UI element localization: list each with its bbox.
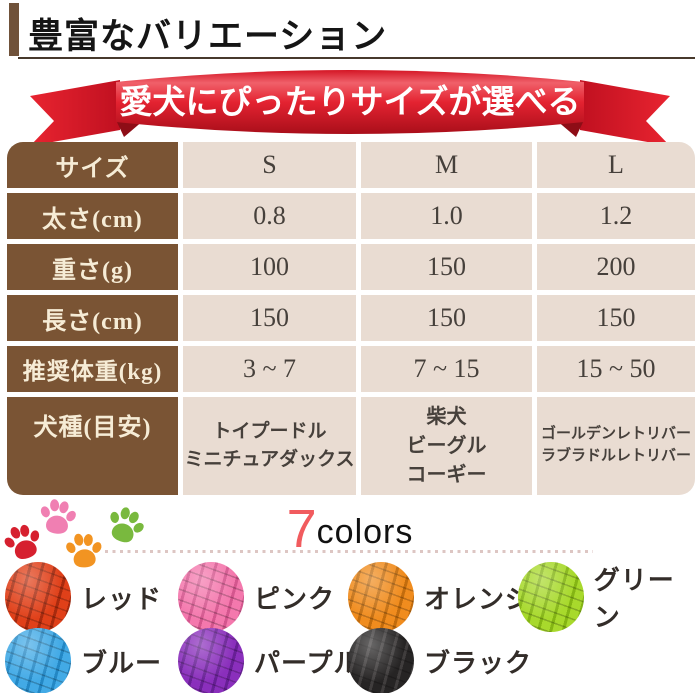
- cell-weight-m: 150: [361, 244, 532, 290]
- cell-thickness-l: 1.2: [537, 193, 695, 239]
- cell-thickness-s: 0.8: [183, 193, 356, 239]
- col-header-l: L: [537, 142, 695, 188]
- colors-word: colors: [316, 513, 414, 551]
- cell-thickness-m: 1.0: [361, 193, 532, 239]
- cell-breeds-s: トイプードル ミニチュアダックス: [183, 397, 356, 495]
- cell-length-m: 150: [361, 295, 532, 341]
- row-label-breeds: 犬種(目安): [7, 397, 178, 495]
- cell-breeds-l: ゴールデンレトリバー ラブラドルレトリバー: [537, 397, 695, 495]
- table-header-size: サイズ: [7, 142, 178, 188]
- colors-heading: 7colors: [0, 498, 700, 560]
- rope-swatch-green-icon: [518, 562, 584, 632]
- rope-swatch-purple-icon: [178, 628, 244, 693]
- row-label-recommended-weight: 推奨体重(kg): [7, 346, 178, 392]
- cell-length-s: 150: [183, 295, 356, 341]
- cell-recweight-m: 7 ~ 15: [361, 346, 532, 392]
- color-item-orange: オレンジ: [348, 562, 532, 632]
- cell-weight-s: 100: [183, 244, 356, 290]
- rope-swatch-blue-icon: [5, 628, 71, 693]
- rope-swatch-red-icon: [5, 562, 71, 632]
- page-title: 豊富なバリエーション: [28, 17, 388, 56]
- color-label: パープル: [254, 648, 361, 678]
- ribbon-text: 愛犬にぴったりサイズが選べる: [119, 83, 580, 121]
- ribbon-banner: 愛犬にぴったりサイズが選べる: [20, 66, 680, 151]
- row-label-weight: 重さ(g): [7, 244, 178, 290]
- color-item-red: レッド: [5, 562, 162, 632]
- rope-swatch-orange-icon: [348, 562, 414, 632]
- rope-swatch-black-icon: [348, 628, 414, 693]
- col-header-m: M: [361, 142, 532, 188]
- cell-breeds-m: 柴犬 ビーグル コーギー: [361, 397, 532, 495]
- rope-swatch-pink-icon: [178, 562, 244, 632]
- cell-recweight-s: 3 ~ 7: [183, 346, 356, 392]
- row-label-thickness: 太さ(cm): [7, 193, 178, 239]
- colors-count: 7: [286, 499, 317, 559]
- cell-recweight-l: 15 ~ 50: [537, 346, 695, 392]
- color-label: グリーン: [593, 566, 675, 632]
- title-accent-bar: [9, 3, 19, 56]
- color-item-green: グリーン: [518, 560, 700, 634]
- color-item-pink: ピンク: [178, 562, 335, 632]
- row-label-length: 長さ(cm): [7, 295, 178, 341]
- color-label: ブルー: [81, 648, 163, 678]
- color-label: レッド: [81, 584, 163, 614]
- col-header-s: S: [183, 142, 356, 188]
- dotted-separator: [105, 550, 593, 553]
- title-underline: [18, 57, 695, 59]
- cell-length-l: 150: [537, 295, 695, 341]
- color-item-black: ブラック: [348, 628, 532, 693]
- cell-weight-l: 200: [537, 244, 695, 290]
- color-label: ピンク: [254, 584, 336, 614]
- color-item-purple: パープル: [178, 628, 360, 693]
- color-label: オレンジ: [424, 584, 533, 614]
- color-label: ブラック: [424, 648, 533, 678]
- ribbon-icon: 愛犬にぴったりサイズが選べる: [30, 70, 670, 146]
- color-item-blue: ブルー: [5, 628, 162, 693]
- size-table: サイズ S M L 太さ(cm) 0.8 1.0 1.2 重さ(g) 100 1…: [7, 142, 695, 495]
